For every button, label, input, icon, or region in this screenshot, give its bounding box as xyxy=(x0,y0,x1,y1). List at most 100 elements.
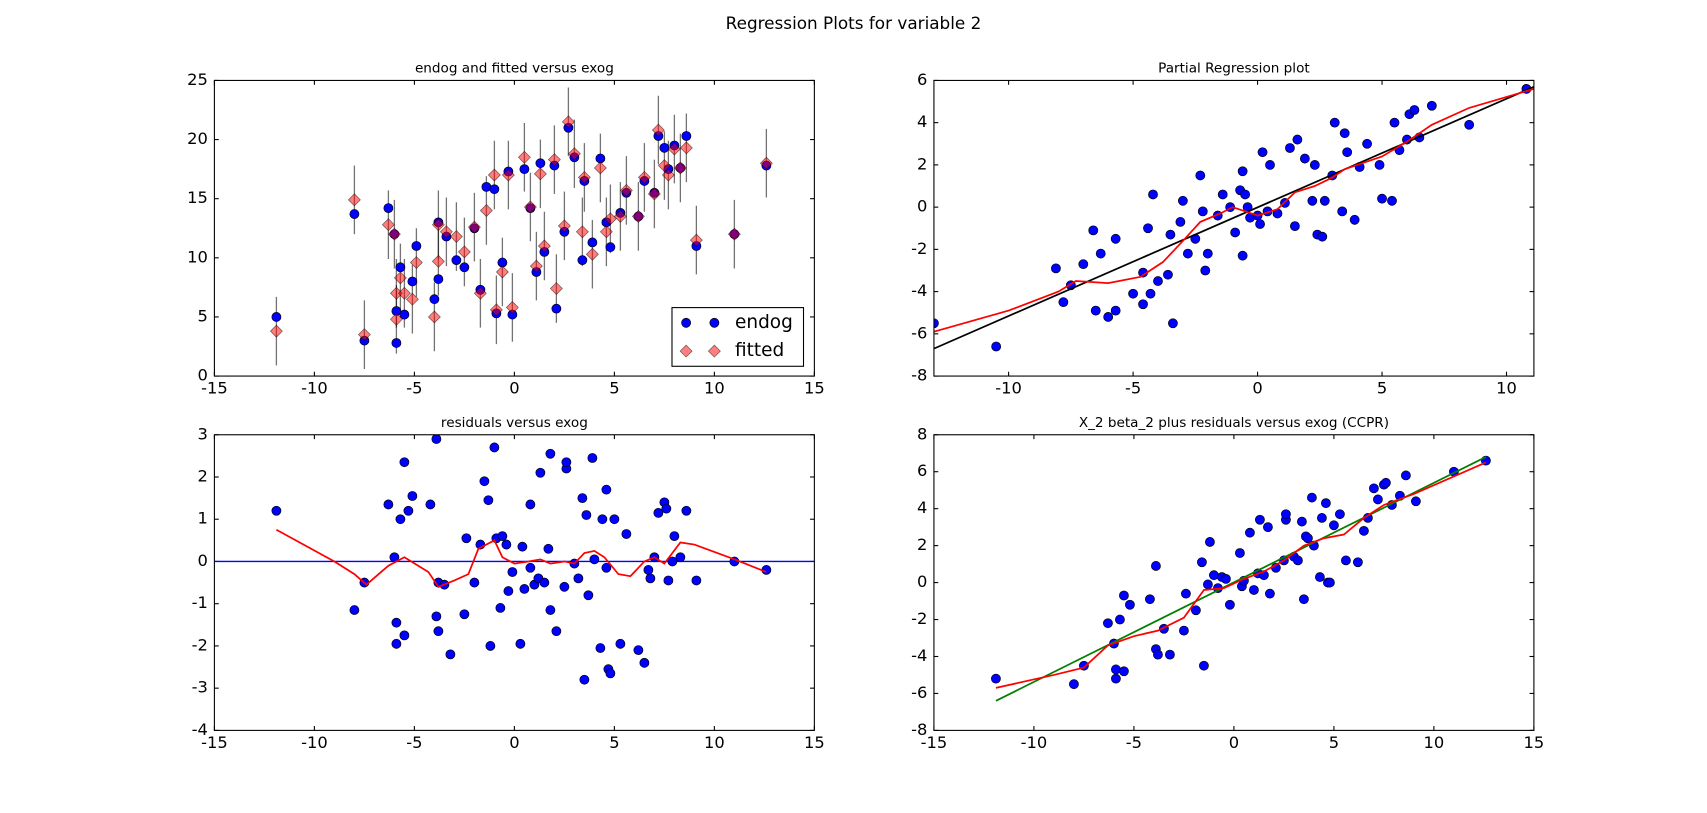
line xyxy=(933,85,1534,350)
point xyxy=(1151,561,1161,571)
x-tick-label: -5 xyxy=(406,733,422,752)
point xyxy=(489,184,500,195)
point xyxy=(1377,193,1387,204)
point xyxy=(271,505,282,516)
point xyxy=(615,638,626,649)
point xyxy=(387,227,401,241)
point xyxy=(433,626,444,637)
point xyxy=(1165,229,1176,240)
y-tick-label: 6 xyxy=(917,70,927,89)
y-tick-label: -4 xyxy=(911,281,927,300)
x-tick-label: -5 xyxy=(406,379,422,398)
point xyxy=(395,514,406,525)
point xyxy=(561,115,575,129)
point xyxy=(1285,143,1295,153)
point xyxy=(581,510,592,520)
point xyxy=(431,218,445,232)
point xyxy=(567,147,581,161)
y-tick-label: 4 xyxy=(917,498,927,517)
axes-title: endog and fitted versus exog xyxy=(415,60,614,76)
legend-label: fitted xyxy=(735,340,784,361)
point xyxy=(449,230,463,243)
point xyxy=(505,301,519,314)
point xyxy=(673,161,687,175)
point xyxy=(1373,494,1383,505)
point xyxy=(479,204,493,217)
legend-marker xyxy=(707,344,721,358)
point xyxy=(1069,679,1079,690)
y-tick-label: 6 xyxy=(917,461,927,480)
point xyxy=(1175,217,1186,227)
point xyxy=(633,645,644,656)
y-tick-label: 15 xyxy=(187,188,208,207)
point xyxy=(397,286,411,300)
point xyxy=(545,448,556,459)
point xyxy=(1387,195,1397,206)
point xyxy=(1281,509,1291,520)
point xyxy=(459,262,470,273)
point xyxy=(1058,297,1069,308)
x-tick-label: 5 xyxy=(609,379,619,398)
point xyxy=(579,674,590,685)
point xyxy=(349,605,360,615)
point xyxy=(1299,153,1310,164)
point xyxy=(759,156,773,170)
x-tick-label: 15 xyxy=(804,379,825,398)
point xyxy=(495,603,506,613)
point xyxy=(1317,231,1328,242)
point xyxy=(545,605,556,615)
legend-label: endog xyxy=(735,312,793,333)
point xyxy=(525,562,536,573)
point xyxy=(551,303,562,314)
point xyxy=(381,218,395,232)
point xyxy=(599,225,613,239)
point xyxy=(439,225,453,239)
y-tick-label: -6 xyxy=(911,323,927,342)
point xyxy=(1237,250,1248,261)
point xyxy=(523,200,537,214)
point xyxy=(1309,160,1320,170)
point xyxy=(561,457,572,468)
y-tick-label: 0 xyxy=(198,551,208,570)
point xyxy=(1145,288,1156,299)
x-tick-label: 5 xyxy=(1377,379,1387,398)
line xyxy=(933,88,1534,333)
point xyxy=(1381,477,1391,488)
point xyxy=(525,499,536,510)
y-tick-label: 0 xyxy=(917,572,927,591)
point xyxy=(577,170,591,184)
point xyxy=(271,312,282,322)
point xyxy=(407,491,418,501)
point xyxy=(577,493,588,504)
point xyxy=(1177,195,1188,206)
axes-title: Partial Regression plot xyxy=(1158,60,1310,76)
point xyxy=(389,312,403,326)
x-tick-label: 10 xyxy=(704,733,725,752)
point xyxy=(1329,520,1339,531)
point xyxy=(1245,527,1255,538)
point xyxy=(539,577,550,588)
x-tick-label: -15 xyxy=(201,379,228,398)
point xyxy=(391,338,402,348)
point xyxy=(433,274,444,284)
point xyxy=(585,247,599,261)
y-tick-label: 3 xyxy=(198,424,208,443)
point xyxy=(445,649,456,660)
legend-marker xyxy=(679,344,693,358)
y-tick-label: -2 xyxy=(911,609,927,628)
point xyxy=(1349,214,1360,225)
point xyxy=(1230,227,1241,238)
point xyxy=(1426,100,1437,111)
x-tick-label: 10 xyxy=(1496,379,1517,398)
point xyxy=(1200,265,1211,276)
point xyxy=(1317,513,1327,523)
point xyxy=(1335,509,1345,520)
point xyxy=(431,254,445,268)
plot-area xyxy=(269,87,773,369)
point xyxy=(1110,233,1121,244)
point xyxy=(347,193,361,207)
point xyxy=(1341,555,1351,566)
point xyxy=(1307,195,1318,206)
